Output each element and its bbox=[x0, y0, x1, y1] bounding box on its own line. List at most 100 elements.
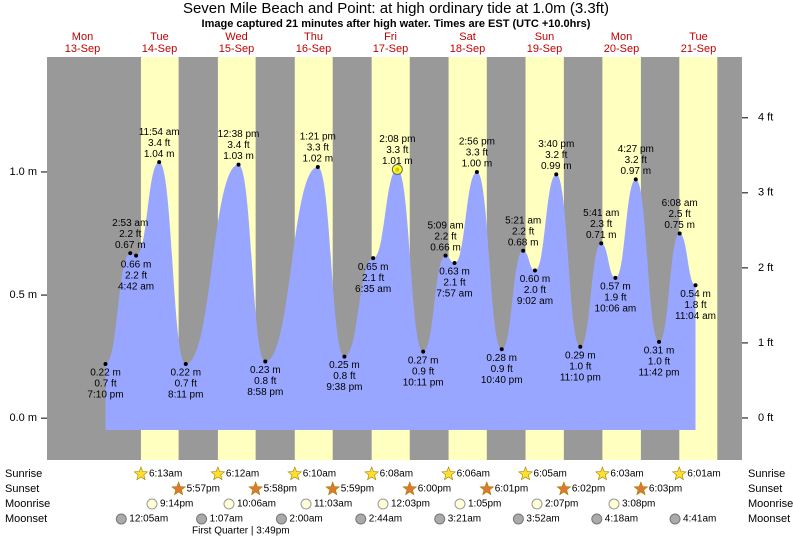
moonset-time: 2:00am bbox=[289, 514, 322, 525]
moonrise-icon bbox=[531, 498, 543, 510]
tide-label: 2.2 ft bbox=[434, 231, 456, 242]
sunset-time: 6:00pm bbox=[418, 484, 451, 495]
sunrise-time: 6:06am bbox=[457, 469, 490, 480]
tide-label: 3.3 ft bbox=[386, 145, 408, 156]
tide-label: 2.2 ft bbox=[125, 270, 147, 281]
tide-point bbox=[183, 361, 188, 366]
day-date: 19-Sep bbox=[527, 43, 562, 55]
sunrise-time: 6:05am bbox=[534, 469, 567, 480]
tide-label: 2:53 am bbox=[112, 218, 148, 229]
tide-label: 0.63 m bbox=[439, 267, 470, 278]
moonset-time: 12:05am bbox=[129, 514, 168, 525]
tide-point bbox=[134, 253, 139, 258]
tide-label: 3.3 ft bbox=[307, 143, 329, 154]
tide-label: 5:41 am bbox=[583, 208, 619, 219]
sunrise-time: 6:08am bbox=[380, 469, 413, 480]
day-date: 21-Sep bbox=[681, 43, 716, 55]
y-tick-label: 0.5 m bbox=[9, 289, 37, 301]
sunset-time: 6:03pm bbox=[649, 484, 682, 495]
day-weekday: Wed bbox=[225, 31, 247, 43]
tide-label: 1.9 ft bbox=[604, 292, 626, 303]
tide-point bbox=[371, 256, 376, 261]
tide-label: 3.2 ft bbox=[625, 155, 647, 166]
tide-label: 2.1 ft bbox=[443, 278, 465, 289]
moonset-time: 1:07am bbox=[210, 514, 243, 525]
current-marker bbox=[391, 164, 403, 176]
tide-label: 4:42 am bbox=[118, 281, 154, 292]
moonset-icon bbox=[275, 513, 287, 525]
tide-label: 0.66 m bbox=[121, 259, 152, 270]
star-icon bbox=[402, 481, 418, 496]
tide-point bbox=[521, 248, 526, 253]
sunrise-time: 6:13am bbox=[149, 469, 182, 480]
sunrise-time: 6:01am bbox=[687, 469, 720, 480]
tide-point bbox=[693, 283, 698, 288]
tide-label: 11:10 pm bbox=[560, 372, 601, 383]
tide-label: 8:11 pm bbox=[168, 390, 203, 401]
tide-label: 1.04 m bbox=[144, 149, 175, 160]
star-icon bbox=[287, 466, 303, 481]
star-icon bbox=[594, 466, 610, 481]
tide-label: 1.0 ft bbox=[648, 356, 670, 367]
tide-label: 7:57 am bbox=[436, 289, 472, 300]
sunset-time: 6:02pm bbox=[572, 484, 605, 495]
y-tick-label: 0.0 m bbox=[9, 412, 37, 424]
tide-label: 3.2 ft bbox=[545, 150, 567, 161]
sunrise-time: 6:10am bbox=[303, 469, 336, 480]
tide-label: 1.8 ft bbox=[684, 300, 706, 311]
row-label: Sunrise bbox=[5, 468, 42, 480]
y-tick-label: 1.0 m bbox=[9, 166, 37, 178]
tide-point bbox=[421, 349, 426, 354]
tide-label: 0.25 m bbox=[329, 360, 360, 371]
tide-label: 5:21 am bbox=[505, 215, 541, 226]
tide-label: 0.31 m bbox=[644, 345, 675, 356]
tide-label: 6:08 am bbox=[662, 198, 698, 209]
tide-label: 0.66 m bbox=[430, 242, 461, 253]
star-icon bbox=[248, 481, 264, 496]
tide-label: 0.23 m bbox=[250, 365, 281, 376]
sunset-time: 5:59pm bbox=[341, 484, 374, 495]
tide-point bbox=[128, 251, 133, 256]
tide-label: 2:56 pm bbox=[459, 137, 495, 148]
y2-tick-label: 0 ft bbox=[758, 412, 773, 424]
day-date: 14-Sep bbox=[142, 43, 177, 55]
tide-point bbox=[554, 172, 559, 177]
y2-tick-label: 3 ft bbox=[758, 187, 773, 199]
sunrise-time: 6:03am bbox=[610, 469, 643, 480]
day-weekday: Mon bbox=[611, 31, 632, 43]
tide-label: 0.54 m bbox=[680, 289, 711, 300]
moonset-icon bbox=[115, 513, 127, 525]
moonset-time: 4:18am bbox=[605, 514, 638, 525]
day-weekday: Tue bbox=[689, 31, 708, 43]
row-label: Sunset bbox=[5, 483, 39, 495]
moonrise-time: 10:06am bbox=[237, 499, 276, 510]
star-icon bbox=[441, 466, 457, 481]
tide-label: 1.00 m bbox=[462, 159, 493, 170]
tide-point bbox=[578, 344, 583, 349]
day-date: 13-Sep bbox=[65, 43, 100, 55]
tide-label: 4:27 pm bbox=[618, 144, 654, 155]
moonset-time: 3:52am bbox=[526, 514, 559, 525]
star-icon bbox=[556, 481, 572, 496]
tide-label: 0.29 m bbox=[565, 350, 596, 361]
row-label: Sunset bbox=[748, 483, 782, 495]
moonset-time: 2:44am bbox=[369, 514, 402, 525]
moonset-time: 4:41am bbox=[683, 514, 716, 525]
tide-label: 0.60 m bbox=[520, 274, 551, 285]
day-date: 16-Sep bbox=[296, 43, 331, 55]
moonset-icon bbox=[591, 513, 603, 525]
tide-label: 2.1 ft bbox=[362, 273, 384, 284]
row-label: Moonrise bbox=[5, 498, 50, 510]
tide-label: 2.0 ft bbox=[524, 285, 546, 296]
tide-point bbox=[157, 160, 162, 165]
y2-tick-label: 1 ft bbox=[758, 337, 773, 349]
tide-point bbox=[103, 361, 108, 366]
moonrise-time: 9:14pm bbox=[160, 499, 193, 510]
star-icon bbox=[479, 481, 495, 496]
tide-label: 0.99 m bbox=[541, 161, 572, 172]
tide-point bbox=[599, 241, 604, 246]
tide-point bbox=[315, 165, 320, 170]
star-icon bbox=[633, 481, 649, 496]
day-weekday: Mon bbox=[72, 31, 93, 43]
moonrise-time: 1:05pm bbox=[468, 499, 501, 510]
